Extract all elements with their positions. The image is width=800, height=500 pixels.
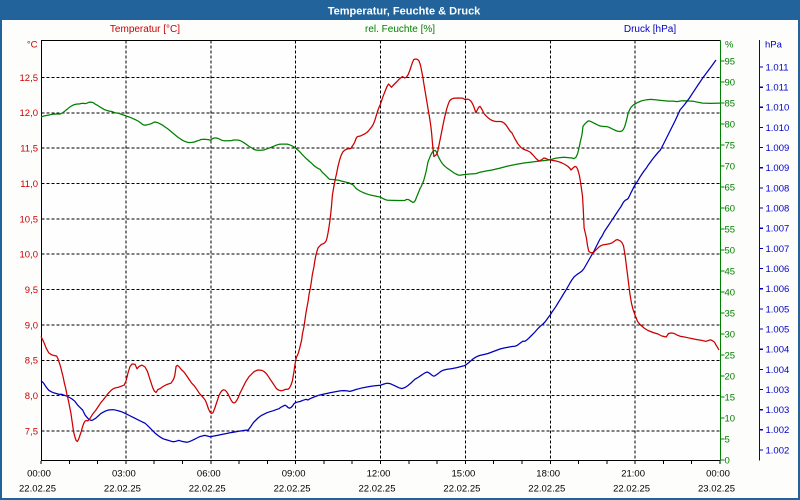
svg-text:10,0: 10,0 (20, 250, 39, 261)
svg-text:00:00: 00:00 (27, 469, 51, 480)
svg-text:Temperatur, Feuchte & Druck: Temperatur, Feuchte & Druck (328, 6, 481, 18)
svg-text:90: 90 (725, 77, 736, 88)
svg-text:11,5: 11,5 (20, 144, 38, 155)
svg-text:1.008: 1.008 (766, 183, 790, 194)
svg-text:10: 10 (725, 413, 736, 424)
svg-text:1.005: 1.005 (766, 325, 790, 336)
svg-text:18:00: 18:00 (536, 469, 560, 480)
svg-text:85: 85 (725, 98, 736, 109)
svg-text:25: 25 (725, 350, 736, 361)
svg-text:hPa: hPa (765, 40, 783, 51)
svg-text:1.003: 1.003 (766, 405, 790, 416)
svg-text:65: 65 (725, 182, 736, 193)
svg-text:10,5: 10,5 (20, 214, 39, 225)
svg-text:Druck [hPa]: Druck [hPa] (624, 24, 676, 35)
svg-text:1.009: 1.009 (766, 163, 790, 174)
svg-text:50: 50 (725, 245, 736, 256)
svg-text:22.02.25: 22.02.25 (359, 484, 396, 495)
svg-text:7,5: 7,5 (25, 426, 38, 437)
svg-text:9,0: 9,0 (25, 320, 38, 331)
svg-text:22.02.25: 22.02.25 (443, 484, 480, 495)
svg-text:21:00: 21:00 (621, 469, 645, 480)
svg-text:22.02.25: 22.02.25 (613, 484, 650, 495)
svg-text:1.009: 1.009 (766, 143, 790, 154)
svg-text:1.011: 1.011 (766, 62, 789, 73)
svg-text:95: 95 (725, 56, 736, 67)
svg-text:1.007: 1.007 (766, 244, 790, 255)
svg-text:75: 75 (725, 140, 736, 151)
svg-text:1.004: 1.004 (766, 345, 790, 356)
svg-text:15:00: 15:00 (452, 469, 476, 480)
svg-text:1.010: 1.010 (766, 123, 790, 134)
svg-text:22.02.25: 22.02.25 (104, 484, 141, 495)
svg-text:9,5: 9,5 (25, 285, 38, 296)
svg-text:09:00: 09:00 (282, 469, 306, 480)
svg-text:1.006: 1.006 (766, 284, 790, 295)
svg-text:40: 40 (725, 287, 736, 298)
svg-text:15: 15 (725, 392, 736, 403)
svg-text:1.011: 1.011 (766, 83, 789, 94)
svg-text:45: 45 (725, 266, 736, 277)
svg-text:60: 60 (725, 203, 736, 214)
svg-text:00:00: 00:00 (706, 469, 730, 480)
svg-text:%: % (725, 40, 734, 51)
svg-text:22.02.25: 22.02.25 (19, 484, 56, 495)
svg-text:70: 70 (725, 161, 736, 172)
svg-text:1.002: 1.002 (766, 425, 790, 436)
svg-text:0: 0 (725, 455, 730, 466)
svg-text:20: 20 (725, 371, 736, 382)
svg-text:1.002: 1.002 (766, 445, 790, 456)
svg-text:80: 80 (725, 119, 736, 130)
svg-text:rel. Feuchte [%]: rel. Feuchte [%] (365, 24, 435, 35)
svg-text:12,0: 12,0 (20, 108, 39, 119)
svg-text:8,0: 8,0 (25, 391, 38, 402)
svg-text:Temperatur [°C]: Temperatur [°C] (110, 24, 180, 35)
svg-text:55: 55 (725, 224, 736, 235)
svg-text:1.004: 1.004 (766, 365, 790, 376)
svg-text:1.006: 1.006 (766, 264, 790, 275)
svg-text:1.003: 1.003 (766, 385, 790, 396)
svg-text:1.005: 1.005 (766, 304, 790, 315)
svg-text:35: 35 (725, 308, 736, 319)
svg-text:1.007: 1.007 (766, 224, 790, 235)
svg-text:1.008: 1.008 (766, 204, 790, 215)
svg-text:1.010: 1.010 (766, 103, 790, 114)
svg-text:11,0: 11,0 (20, 179, 38, 190)
svg-text:12:00: 12:00 (367, 469, 391, 480)
svg-text:06:00: 06:00 (197, 469, 221, 480)
svg-text:30: 30 (725, 329, 736, 340)
svg-text:03:00: 03:00 (112, 469, 136, 480)
svg-text:22.02.25: 22.02.25 (528, 484, 565, 495)
svg-text:22.02.25: 22.02.25 (189, 484, 226, 495)
svg-text:23.02.25: 23.02.25 (698, 484, 735, 495)
svg-text:5: 5 (725, 434, 730, 445)
svg-text:12,5: 12,5 (20, 73, 39, 84)
svg-text:8,5: 8,5 (25, 356, 38, 367)
svg-text:22.02.25: 22.02.25 (274, 484, 311, 495)
svg-text:°C: °C (27, 40, 38, 51)
